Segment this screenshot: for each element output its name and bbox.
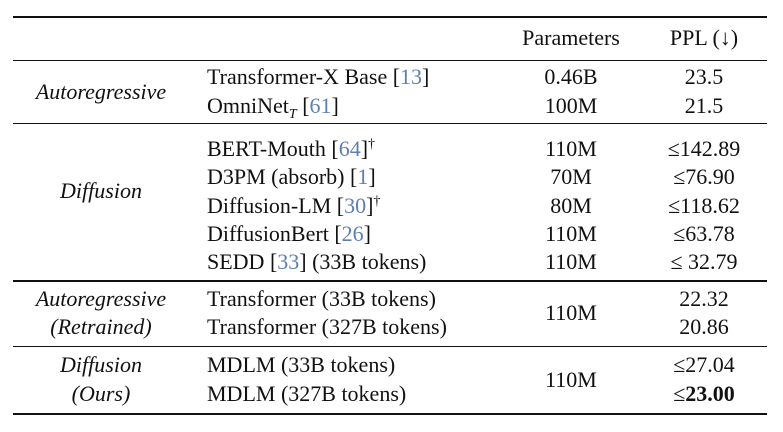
params-value: 80M	[550, 193, 592, 218]
citation-link[interactable]: 33	[277, 249, 300, 274]
group-rule	[13, 280, 767, 282]
ppl-prefix: ≤	[673, 381, 686, 406]
citation-link[interactable]: 30	[344, 193, 367, 218]
ppl-value: 22.32	[679, 286, 729, 311]
model-name: Transformer (33B tokens)	[207, 286, 436, 311]
citation-link[interactable]: 64	[338, 136, 361, 161]
ppl-value: ≤76.90	[673, 164, 735, 189]
params-value: 110M	[545, 300, 597, 325]
dagger-mark: †	[368, 137, 376, 152]
group-label: Diffusion	[60, 178, 142, 203]
ppl-value: 21.5	[684, 93, 724, 118]
model-label: D3PM (absorb)	[207, 164, 345, 189]
model-label: OmniNet	[207, 93, 289, 118]
model-label: DiffusionBert	[207, 221, 329, 246]
ppl-value: 20.86	[679, 314, 729, 339]
model-name: MDLM (33B tokens)	[207, 352, 396, 377]
group-label: Diffusion	[60, 352, 142, 377]
params-value: 0.46B	[544, 64, 598, 89]
header-parameters: Parameters	[522, 25, 620, 50]
model-suffix: (33B tokens)	[312, 249, 427, 274]
model-name: D3PM (absorb) [1]	[207, 164, 376, 189]
citation-link[interactable]: 61	[309, 93, 332, 118]
ppl-value: ≤63.78	[673, 221, 735, 246]
params-value: 110M	[545, 136, 597, 161]
header-rule	[13, 60, 767, 61]
params-value: 110M	[545, 249, 597, 274]
ppl-value-best: ≤23.00	[641, 381, 767, 407]
group-label: Autoregressive	[35, 79, 167, 104]
model-label: Diffusion-LM	[207, 193, 332, 218]
citation-link[interactable]: 1	[357, 164, 369, 189]
ppl-value: 23.5	[684, 64, 724, 89]
group-label: Autoregressive	[35, 286, 167, 311]
model-label: Transformer-X Base	[207, 64, 388, 89]
ppl-value: ≤142.89	[667, 136, 741, 161]
model-name: Transformer (327B tokens)	[207, 314, 447, 339]
model-name: BERT-Mouth [64]†	[207, 136, 376, 161]
model-label: SEDD	[207, 249, 265, 274]
ppl-value: ≤27.04	[673, 352, 735, 377]
ppl-value: ≤118.62	[668, 193, 740, 218]
bottom-rule	[13, 413, 767, 415]
citation-link[interactable]: 26	[341, 221, 364, 246]
group-label: (Ours)	[71, 381, 131, 406]
params-value: 110M	[545, 367, 597, 392]
params-value: 110M	[545, 221, 597, 246]
citation-link[interactable]: 13	[400, 64, 423, 89]
group-rule	[13, 346, 767, 347]
params-value: 100M	[544, 93, 598, 118]
model-name: Diffusion-LM [30]†	[207, 193, 381, 218]
model-subscript: T	[288, 107, 297, 122]
ppl-value: ≤ 32.79	[670, 249, 738, 274]
group-label: (Retrained)	[50, 314, 152, 339]
model-name: Transformer-X Base [13]	[207, 64, 430, 89]
top-rule	[13, 16, 767, 18]
model-label: BERT-Mouth	[207, 136, 326, 161]
model-name: DiffusionBert [26]	[207, 221, 371, 246]
header-ppl: PPL (↓)	[669, 25, 739, 50]
model-name: SEDD [33] (33B tokens)	[207, 249, 427, 274]
group-rule	[13, 123, 767, 124]
ppl-bold: 23.00	[685, 381, 735, 406]
results-table: Parameters PPL (↓) Autoregressive Transf…	[13, 16, 767, 416]
model-name: OmniNetT [61]	[207, 93, 339, 122]
model-name: MDLM (327B tokens)	[207, 381, 407, 406]
params-value: 70M	[550, 164, 592, 189]
dagger-mark: †	[373, 194, 381, 209]
